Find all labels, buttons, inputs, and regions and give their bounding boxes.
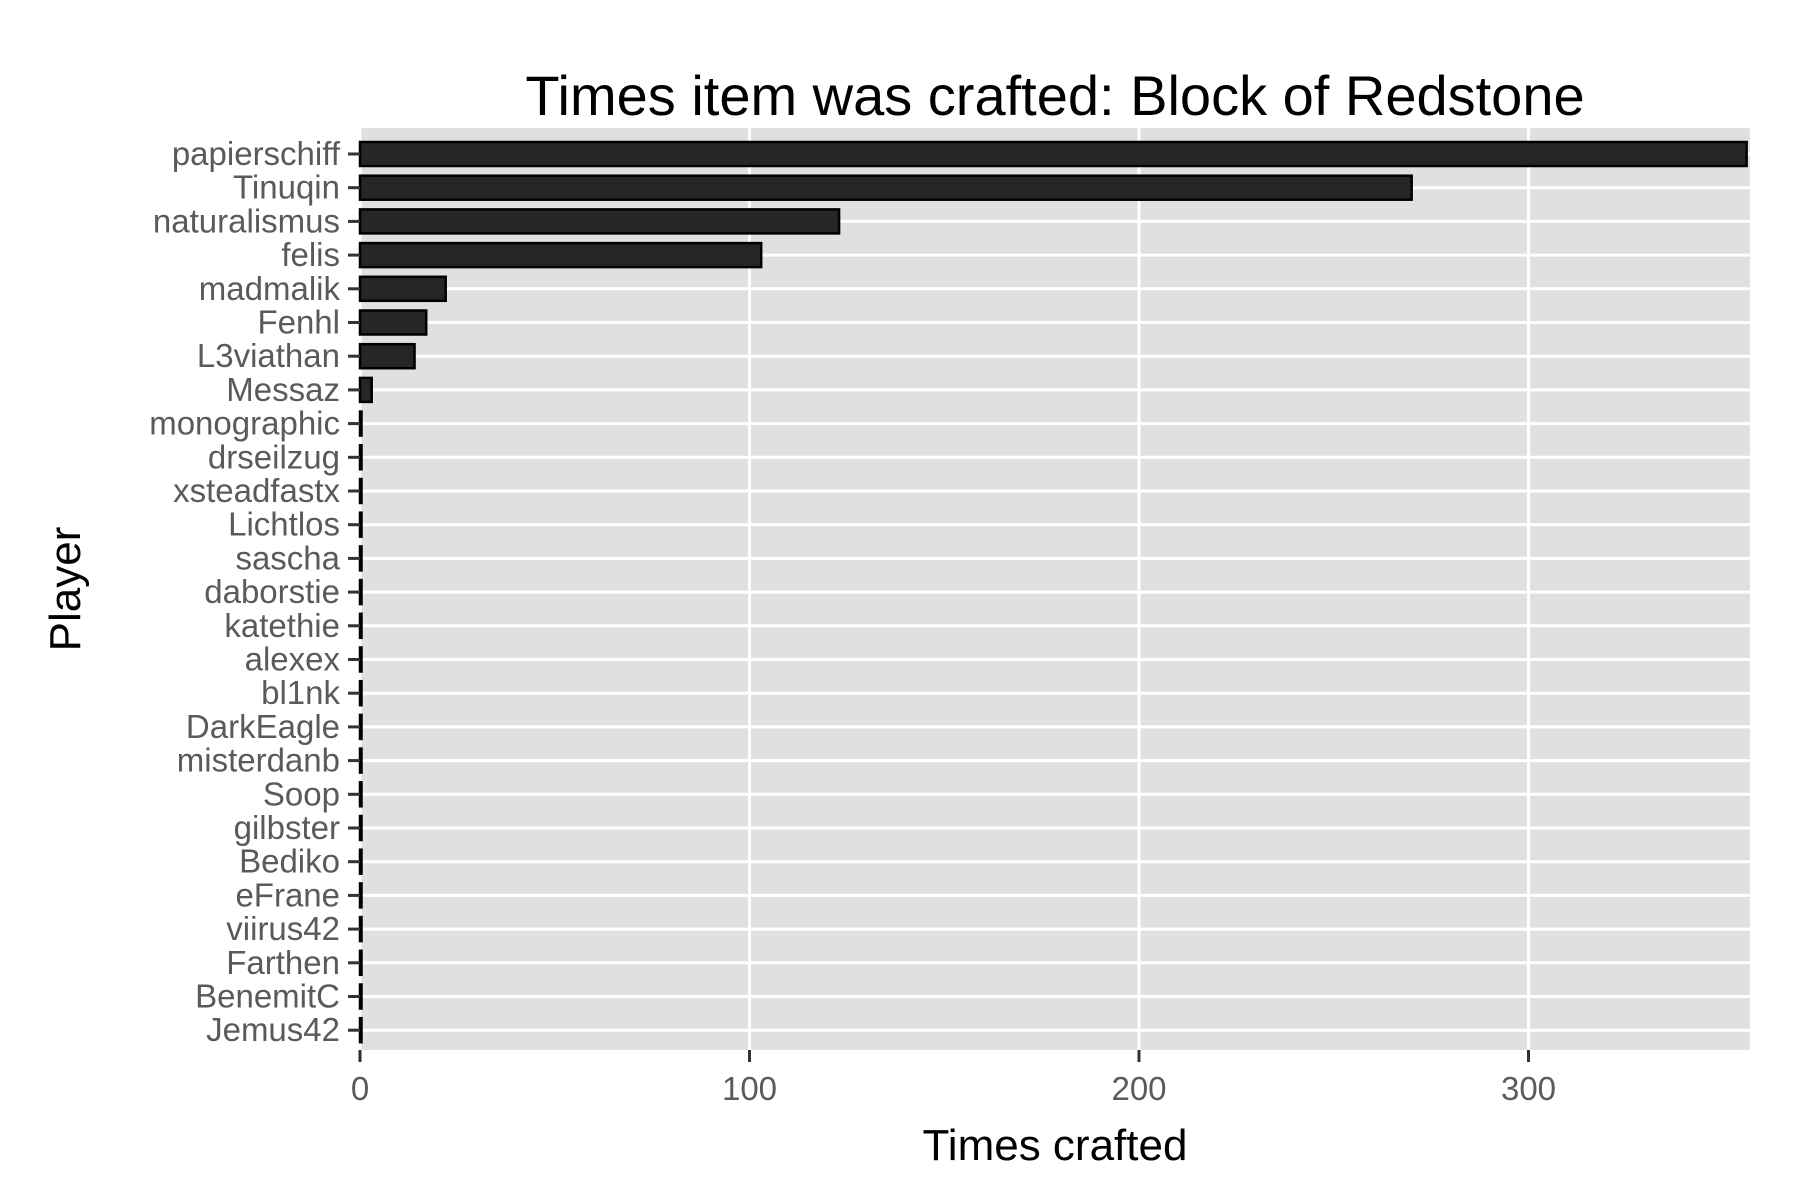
y-tick-label: Lichtlos bbox=[228, 506, 340, 543]
y-tick-label: viirus42 bbox=[226, 910, 340, 947]
x-axis: 0 100 200 300 bbox=[351, 1050, 1556, 1107]
x-tick-label: 300 bbox=[1501, 1070, 1556, 1107]
y-tick-label: katethie bbox=[224, 607, 340, 644]
bar-monographic bbox=[358, 410, 363, 437]
bar-DarkEagle bbox=[358, 713, 363, 741]
bar-Soop bbox=[358, 781, 363, 808]
bar-Tinuqin bbox=[358, 174, 1413, 201]
y-tick-label: daborstie bbox=[204, 573, 340, 610]
bar-papierschiff bbox=[358, 140, 1748, 168]
bar-gilbster bbox=[358, 814, 363, 842]
bar-xsteadfastx bbox=[358, 477, 363, 505]
y-tick-label: bl1nk bbox=[261, 674, 340, 711]
bar-viirus42 bbox=[358, 915, 363, 943]
x-tick-label: 0 bbox=[351, 1070, 369, 1107]
y-axis: papierschiffTinuqinnaturalismusfelismadm… bbox=[149, 135, 360, 1048]
bar-misterdanb bbox=[358, 747, 363, 774]
bar-Fenhl bbox=[358, 309, 428, 336]
y-tick-label: Farthen bbox=[226, 944, 340, 981]
grid-lines bbox=[358, 128, 1750, 1050]
bar-eFrane bbox=[358, 882, 363, 909]
bars bbox=[358, 140, 1748, 1044]
y-tick-label: sascha bbox=[235, 539, 340, 576]
y-tick-label: xsteadfastx bbox=[173, 472, 340, 509]
y-tick-label: papierschiff bbox=[172, 135, 341, 172]
y-axis-title: Player bbox=[41, 527, 90, 652]
y-tick-label: Jemus42 bbox=[206, 1011, 340, 1048]
y-tick-label: Tinuqin bbox=[233, 169, 340, 206]
bar-Lichtlos bbox=[358, 511, 363, 538]
x-axis-title: Times crafted bbox=[923, 1121, 1188, 1170]
y-tick-label: felis bbox=[281, 236, 340, 273]
bar-naturalismus bbox=[358, 208, 841, 235]
x-tick-label: 100 bbox=[722, 1070, 777, 1107]
bar-daborstie bbox=[358, 578, 363, 606]
bar-felis bbox=[358, 241, 763, 269]
y-tick-label: misterdanb bbox=[177, 742, 340, 779]
bar-BenemitC bbox=[358, 983, 363, 1010]
chart-title: Times item was crafted: Block of Redston… bbox=[525, 64, 1584, 127]
x-tick-label: 200 bbox=[1111, 1070, 1166, 1107]
bar-katethie bbox=[358, 612, 363, 640]
y-tick-label: monographic bbox=[149, 405, 340, 442]
bar-drseilzug bbox=[358, 444, 363, 471]
bar-bl1nk bbox=[358, 679, 363, 707]
y-tick-label: Soop bbox=[263, 775, 340, 812]
y-tick-label: gilbster bbox=[234, 809, 340, 846]
bar-alexex bbox=[358, 646, 363, 673]
y-tick-label: alexex bbox=[245, 641, 341, 678]
y-tick-label: Fenhl bbox=[257, 304, 340, 341]
y-tick-label: eFrane bbox=[235, 876, 340, 913]
bar-Jemus42 bbox=[358, 1016, 363, 1044]
y-tick-label: Messaz bbox=[226, 371, 340, 408]
y-tick-label: DarkEagle bbox=[186, 708, 340, 745]
bar-madmalik bbox=[358, 275, 447, 303]
y-tick-label: Bediko bbox=[239, 843, 340, 880]
bar-Farthen bbox=[358, 949, 363, 977]
y-tick-label: madmalik bbox=[199, 270, 341, 307]
y-tick-label: L3viathan bbox=[197, 337, 340, 374]
bar-L3viathan bbox=[358, 342, 416, 370]
bar-sascha bbox=[358, 545, 363, 572]
y-tick-label: naturalismus bbox=[153, 202, 340, 239]
bar-Messaz bbox=[358, 376, 373, 404]
y-tick-label: BenemitC bbox=[195, 978, 340, 1015]
y-tick-label: drseilzug bbox=[208, 438, 340, 475]
bar-Bediko bbox=[358, 848, 363, 875]
